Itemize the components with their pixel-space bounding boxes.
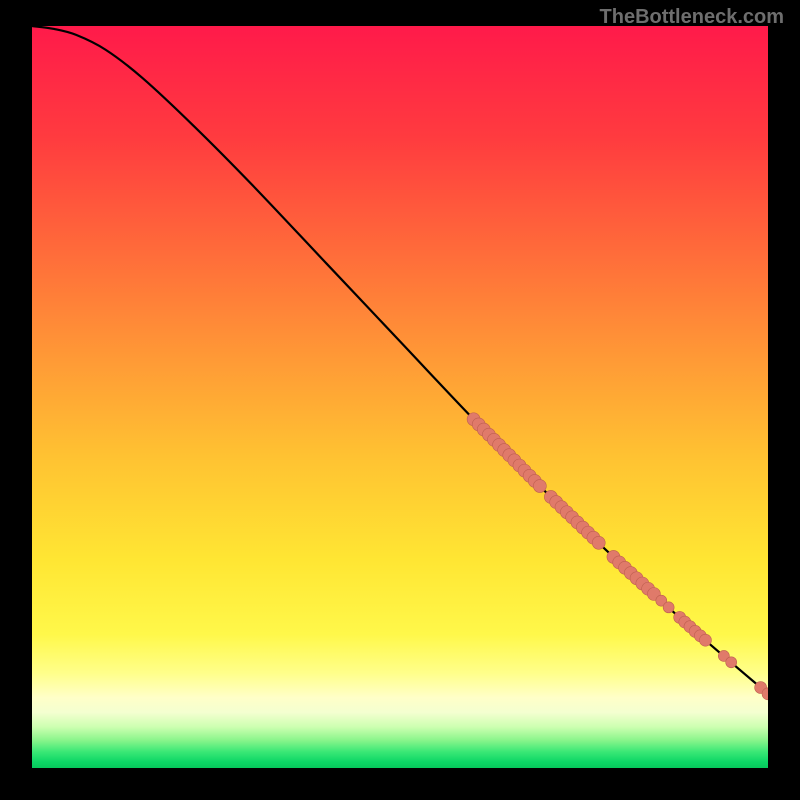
data-marker — [592, 536, 605, 549]
data-marker — [726, 657, 737, 668]
plot-area — [32, 26, 768, 768]
data-marker — [663, 602, 674, 613]
data-marker — [699, 634, 711, 646]
data-marker — [533, 480, 546, 493]
chart-overlay — [32, 26, 768, 768]
marker-group — [467, 413, 768, 700]
chart-container: TheBottleneck.com — [0, 0, 800, 800]
watermark-text: TheBottleneck.com — [600, 6, 784, 29]
